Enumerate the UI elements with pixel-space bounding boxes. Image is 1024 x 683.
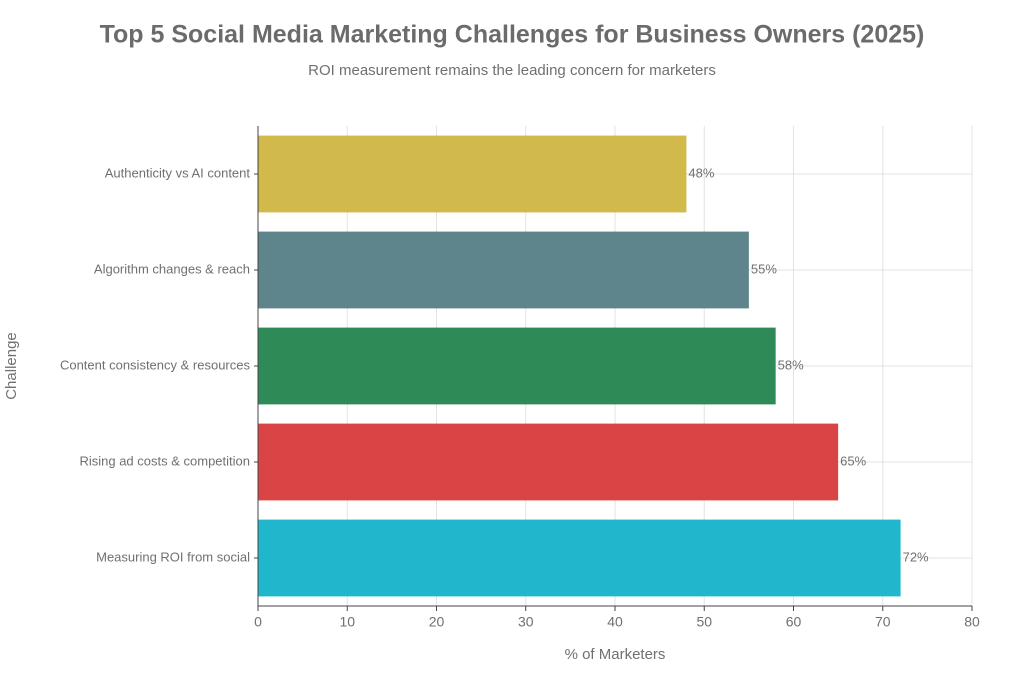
y-tick-label: Rising ad costs & competition: [79, 453, 250, 468]
x-axis-label: % of Marketers: [565, 646, 666, 663]
x-tick-label: 30: [518, 614, 534, 630]
bar: [258, 519, 901, 597]
x-tick-label: 10: [339, 614, 355, 630]
value-label: 72%: [903, 549, 929, 564]
bar: [258, 135, 687, 213]
y-tick-label: Authenticity vs AI content: [105, 165, 251, 180]
value-label: 58%: [778, 357, 804, 372]
x-tick-label: 80: [964, 614, 980, 630]
x-tick-label: 50: [696, 614, 712, 630]
x-tick-label: 0: [254, 614, 262, 630]
value-label: 48%: [688, 165, 714, 180]
x-tick-label: 40: [607, 614, 623, 630]
value-label: 55%: [751, 261, 777, 276]
bar: [258, 423, 839, 501]
y-tick-label: Algorithm changes & reach: [94, 261, 250, 276]
chart-subtitle: ROI measurement remains the leading conc…: [308, 62, 716, 79]
x-tick-label: 70: [875, 614, 891, 630]
y-tick-label: Content consistency & resources: [60, 357, 251, 372]
x-tick-label: 60: [786, 614, 802, 630]
chart-title: Top 5 Social Media Marketing Challenges …: [100, 21, 925, 49]
value-label: 65%: [840, 453, 866, 468]
y-tick-label: Measuring ROI from social: [96, 549, 250, 564]
x-tick-label: 20: [429, 614, 445, 630]
bar: [258, 327, 776, 405]
y-axis-label: Challenge: [3, 332, 20, 400]
bar: [258, 231, 749, 309]
